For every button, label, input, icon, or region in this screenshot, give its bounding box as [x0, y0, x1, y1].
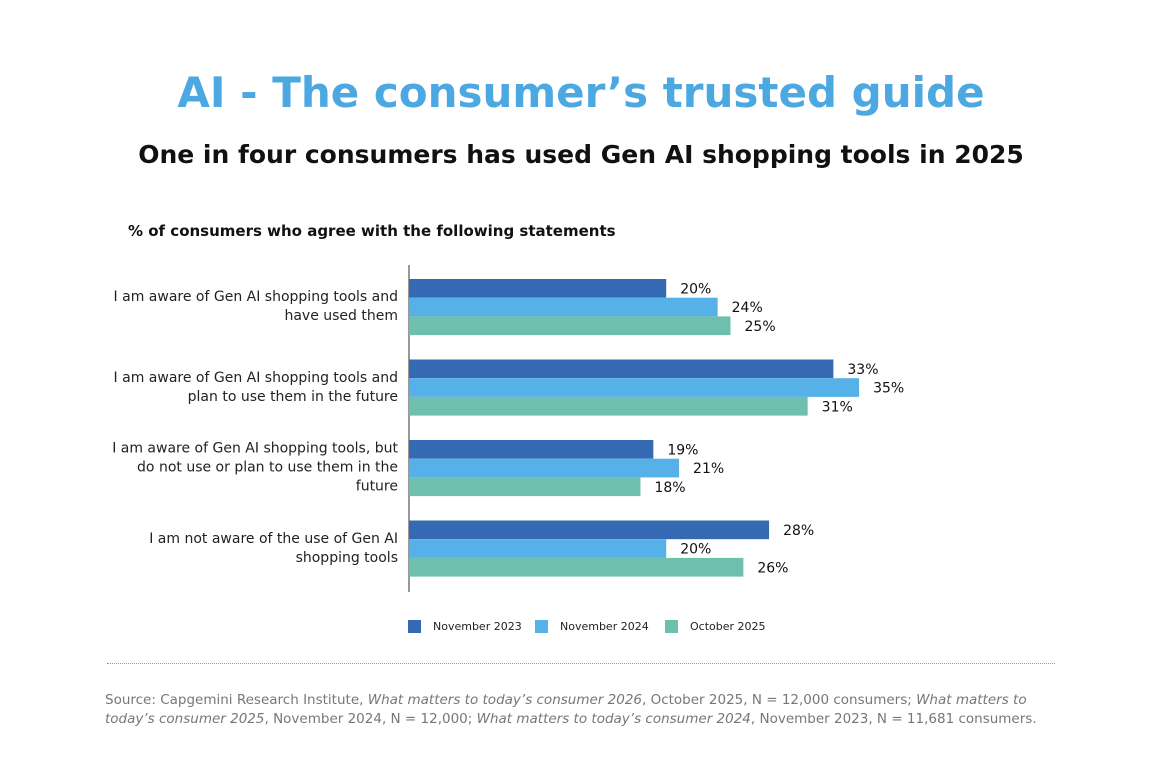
legend-swatch — [535, 620, 548, 633]
bar — [409, 279, 667, 298]
bar — [409, 520, 770, 540]
value-label: 18% — [654, 480, 685, 496]
value-label: 20% — [680, 542, 711, 558]
legend-label: November 2023 — [433, 620, 522, 633]
value-label: 19% — [667, 442, 698, 458]
bar — [409, 396, 808, 416]
value-label: 25% — [745, 319, 776, 335]
value-label: 20% — [680, 281, 711, 297]
source-text: Source: Capgemini Research Institute, — [105, 692, 368, 708]
value-label: 21% — [693, 461, 724, 477]
legend-label: October 2025 — [690, 620, 766, 633]
value-label: 31% — [822, 399, 853, 415]
bar — [409, 440, 654, 459]
divider — [107, 663, 1055, 664]
bar — [409, 458, 680, 478]
source-text: , November 2024, N = 12,000; — [264, 711, 477, 727]
value-label: 26% — [757, 560, 788, 576]
bar — [409, 557, 744, 577]
legend-label: November 2024 — [560, 620, 649, 633]
legend-swatch — [408, 620, 421, 633]
legend-swatch — [665, 620, 678, 633]
chart-subtitle: One in four consumers has used Gen AI sh… — [138, 140, 1024, 169]
value-label: 28% — [783, 523, 814, 539]
bar — [409, 297, 718, 317]
bar — [409, 539, 667, 558]
bar — [409, 316, 731, 336]
category-label: I am aware of Gen AI shopping tools and … — [113, 289, 398, 325]
category-label: I am not aware of the use of Gen AI shop… — [149, 530, 398, 566]
source-text: What matters to today’s consumer 2025 — [105, 692, 1027, 727]
value-label: 24% — [732, 300, 763, 316]
category-label: I am aware of Gen AI shopping tools and … — [113, 369, 398, 405]
source-text: , October 2025, N = 12,000 consumers; — [642, 692, 917, 708]
value-label: 33% — [847, 362, 878, 378]
bar — [409, 378, 860, 397]
source-text: What matters to today’s consumer 2026 — [367, 692, 642, 708]
bar — [409, 477, 641, 497]
category-label: I am aware of Gen AI shopping tools, but… — [112, 440, 398, 495]
chart-title: AI - The consumer’s trusted guide — [177, 68, 985, 117]
source-text: What matters to today’s consumer 2024 — [476, 711, 751, 727]
value-label: 35% — [873, 381, 904, 397]
axis-label: % of consumers who agree with the follow… — [128, 222, 616, 240]
bar — [409, 359, 834, 379]
source-note: Source: Capgemini Research Institute, Wh… — [105, 691, 1045, 729]
source-text: , November 2023, N = 11,681 consumers. — [750, 711, 1037, 727]
